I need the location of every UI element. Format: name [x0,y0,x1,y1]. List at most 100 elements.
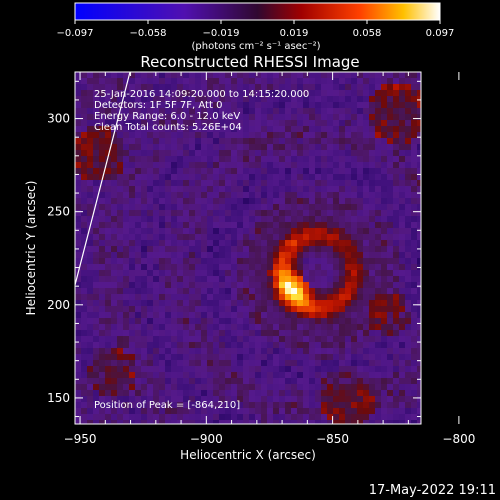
heatmap-pixel [93,84,99,90]
heatmap-pixel [147,258,153,264]
heatmap-pixel [249,150,255,156]
heatmap-pixel [351,282,357,288]
heatmap-pixel [207,120,213,126]
heatmap-pixel [333,228,339,234]
heatmap-pixel [159,144,165,150]
heatmap-pixel [117,342,123,348]
heatmap-pixel [363,204,369,210]
heatmap-pixel [417,288,421,294]
heatmap-pixel [255,414,261,420]
heatmap-pixel [261,324,267,330]
heatmap-pixel [171,72,177,78]
heatmap-pixel [183,294,189,300]
heatmap-pixel [75,138,81,144]
heatmap-pixel [159,174,165,180]
heatmap-pixel [399,306,405,312]
heatmap-pixel [219,252,225,258]
heatmap-pixel [219,222,225,228]
heatmap-pixel [351,144,357,150]
heatmap-pixel [375,216,381,222]
heatmap-pixel [243,336,249,342]
heatmap-pixel [195,120,201,126]
heatmap-pixel [279,270,285,276]
heatmap-pixel [315,282,321,288]
heatmap-pixel [411,306,417,312]
heatmap-pixel [189,354,195,360]
heatmap-pixel [411,234,417,240]
heatmap-pixel [321,90,327,96]
heatmap-pixel [117,336,123,342]
heatmap-pixel [267,228,273,234]
heatmap-pixel [285,294,291,300]
heatmap-pixel [99,216,105,222]
heatmap-pixel [225,408,231,414]
heatmap-pixel [231,402,237,408]
heatmap-pixel [273,168,279,174]
heatmap-pixel [381,126,387,132]
heatmap-pixel [195,108,201,114]
heatmap-pixel [333,96,339,102]
heatmap-pixel [393,378,399,384]
heatmap-pixel [93,348,99,354]
heatmap-pixel [183,384,189,390]
x-tick-label: −900 [190,432,223,446]
heatmap-pixel [219,402,225,408]
heatmap-pixel [105,402,111,408]
heatmap-pixel [411,348,417,354]
heatmap-pixel [153,216,159,222]
heatmap-pixel [255,246,261,252]
heatmap-pixel [195,90,201,96]
heatmap-pixel [273,222,279,228]
heatmap-pixel [231,330,237,336]
heatmap-pixel [285,300,291,306]
heatmap-pixel [303,138,309,144]
heatmap-pixel [297,90,303,96]
heatmap-pixel [345,378,351,384]
heatmap-pixel [183,168,189,174]
heatmap-pixel [309,306,315,312]
heatmap-pixel [279,180,285,186]
heatmap-pixel [147,354,153,360]
heatmap-pixel [261,162,267,168]
heatmap-pixel [111,288,117,294]
heatmap-pixel [399,384,405,390]
heatmap-pixel [189,72,195,78]
heatmap-pixel [93,108,99,114]
heatmap-pixel [369,354,375,360]
heatmap-pixel [75,330,81,336]
heatmap-pixel [363,210,369,216]
heatmap-pixel [105,138,111,144]
heatmap-pixel [381,264,387,270]
info-line-detectors: Detectors: 1F 5F 7F, Att 0 [94,100,222,111]
heatmap-pixel [261,384,267,390]
heatmap-pixel [345,324,351,330]
heatmap-pixel [303,162,309,168]
heatmap-pixel [81,78,87,84]
heatmap-pixel [369,132,375,138]
heatmap-pixel [129,420,135,424]
heatmap-pixel [243,108,249,114]
heatmap-pixel [81,330,87,336]
heatmap-pixel [225,420,231,424]
heatmap-pixel [261,342,267,348]
heatmap-pixel [189,138,195,144]
heatmap-pixel [201,300,207,306]
heatmap-pixel [357,126,363,132]
heatmap-pixel [207,306,213,312]
heatmap-pixel [393,342,399,348]
heatmap-pixel [81,240,87,246]
heatmap-pixel [117,228,123,234]
heatmap-pixel [393,282,399,288]
heatmap-pixel [405,282,411,288]
heatmap-pixel [309,402,315,408]
colorbar [74,2,441,21]
heatmap-pixel [147,96,153,102]
heatmap-pixel [381,96,387,102]
heatmap-pixel [141,186,147,192]
heatmap-pixel [105,306,111,312]
heatmap-pixel [267,342,273,348]
heatmap-pixel [129,348,135,354]
heatmap-pixel [165,264,171,270]
heatmap-pixel [231,288,237,294]
heatmap-pixel [177,162,183,168]
